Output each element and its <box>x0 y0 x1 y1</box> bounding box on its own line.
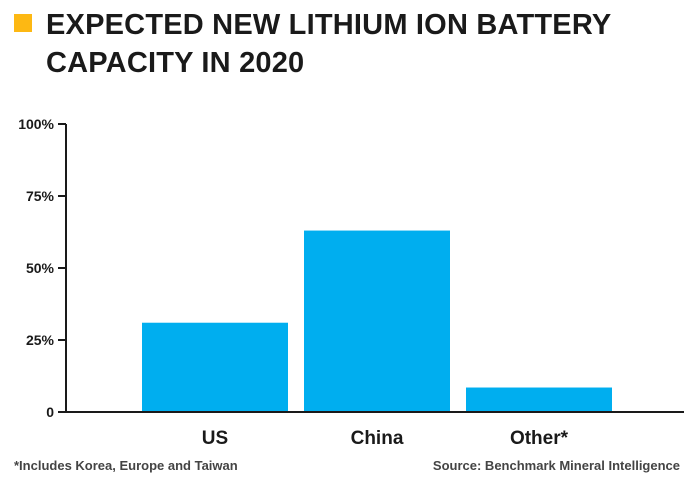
bar-china <box>304 230 450 412</box>
y-tick-label: 0 <box>46 404 54 420</box>
category-label: Other* <box>510 428 569 449</box>
category-label: US <box>202 428 228 449</box>
y-tick-label: 75% <box>26 188 55 204</box>
chart-title: EXPECTED NEW LITHIUM ION BATTERY CAPACIT… <box>46 9 611 79</box>
title-marker-square <box>14 14 32 32</box>
bar-us <box>142 322 288 412</box>
category-label: China <box>351 428 404 449</box>
y-tick-label: 100% <box>18 116 54 132</box>
footnote: *Includes Korea, Europe and Taiwan <box>14 458 238 473</box>
y-tick-label: 25% <box>26 332 55 348</box>
bar-other <box>466 387 612 412</box>
y-tick-label: 50% <box>26 260 55 276</box>
source-note: Source: Benchmark Mineral Intelligence <box>432 458 680 473</box>
